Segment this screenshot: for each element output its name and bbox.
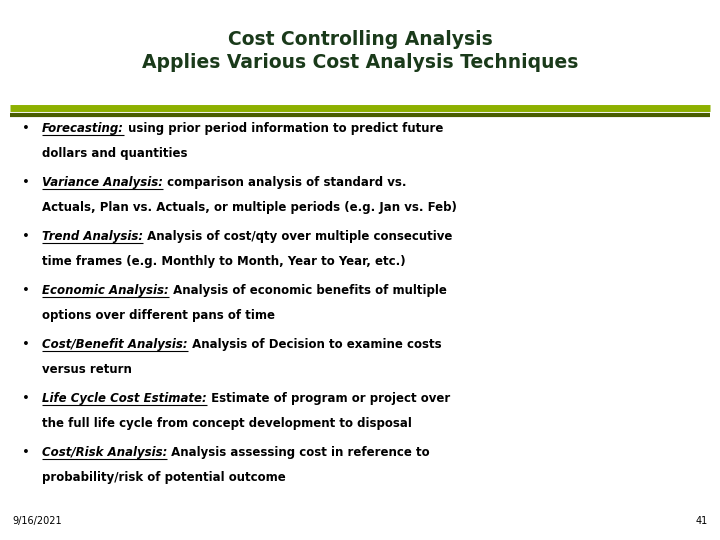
Text: Economic Analysis:: Economic Analysis: — [42, 284, 168, 297]
Text: Actuals, Plan vs. Actuals, or multiple periods (e.g. Jan vs. Feb): Actuals, Plan vs. Actuals, or multiple p… — [42, 201, 457, 214]
Text: versus return: versus return — [42, 363, 132, 376]
Text: •: • — [22, 446, 30, 459]
Text: options over different pans of time: options over different pans of time — [42, 309, 275, 322]
Text: Life Cycle Cost Estimate:: Life Cycle Cost Estimate: — [42, 392, 207, 405]
Text: the full life cycle from concept development to disposal: the full life cycle from concept develop… — [42, 417, 412, 430]
Text: 9/16/2021: 9/16/2021 — [12, 516, 62, 526]
Text: comparison analysis of standard vs.: comparison analysis of standard vs. — [163, 176, 407, 189]
Text: Forecasting:: Forecasting: — [42, 122, 124, 135]
Text: •: • — [22, 176, 30, 189]
Text: Cost/Risk Analysis:: Cost/Risk Analysis: — [42, 446, 167, 459]
Text: •: • — [22, 284, 30, 297]
Text: Analysis of Decision to examine costs: Analysis of Decision to examine costs — [188, 338, 441, 351]
Text: Cost Controlling Analysis
Applies Various Cost Analysis Techniques: Cost Controlling Analysis Applies Variou… — [142, 30, 578, 72]
Text: probability/risk of potential outcome: probability/risk of potential outcome — [42, 471, 286, 484]
Text: using prior period information to predict future: using prior period information to predic… — [124, 122, 444, 135]
Text: time frames (e.g. Monthly to Month, Year to Year, etc.): time frames (e.g. Monthly to Month, Year… — [42, 255, 405, 268]
Text: •: • — [22, 122, 30, 135]
Text: Cost/Benefit Analysis:: Cost/Benefit Analysis: — [42, 338, 188, 351]
Text: •: • — [22, 338, 30, 351]
Text: dollars and quantities: dollars and quantities — [42, 147, 187, 160]
Text: Analysis assessing cost in reference to: Analysis assessing cost in reference to — [167, 446, 430, 459]
Text: •: • — [22, 392, 30, 405]
Text: Trend Analysis:: Trend Analysis: — [42, 230, 143, 243]
Text: Variance Analysis:: Variance Analysis: — [42, 176, 163, 189]
Text: Analysis of economic benefits of multiple: Analysis of economic benefits of multipl… — [168, 284, 446, 297]
Text: •: • — [22, 230, 30, 243]
Text: Analysis of cost/qty over multiple consecutive: Analysis of cost/qty over multiple conse… — [143, 230, 452, 243]
Text: 41: 41 — [696, 516, 708, 526]
Text: Estimate of program or project over: Estimate of program or project over — [207, 392, 450, 405]
